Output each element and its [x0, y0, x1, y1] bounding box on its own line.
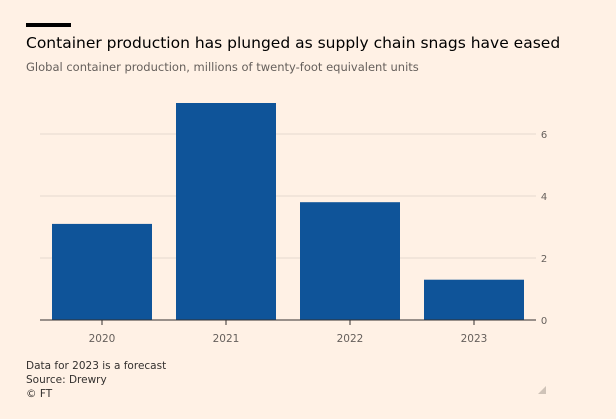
bar-2021: [176, 103, 276, 320]
chart-title: Container production has plunged as supp…: [26, 34, 561, 52]
y-tick-label: 0: [541, 316, 547, 327]
y-tick-label: 6: [541, 130, 547, 141]
chart-subtitle: Global container production, millions of…: [26, 60, 419, 74]
y-tick-label: 2: [541, 254, 547, 265]
top-rule: [26, 23, 71, 27]
bar-2023: [424, 279, 524, 320]
resize-handle-icon[interactable]: [538, 386, 546, 394]
ft-credit: © FT: [26, 388, 53, 400]
x-tick-label: 2020: [89, 333, 116, 345]
bar-2022: [300, 202, 400, 320]
x-tick-label: 2023: [461, 333, 488, 345]
y-tick-label: 4: [541, 192, 547, 203]
bar-2020: [52, 223, 152, 320]
footnote: Data for 2023 is a forecast: [26, 360, 167, 372]
x-tick-label: 2021: [213, 333, 240, 345]
x-tick-label: 2022: [337, 333, 364, 345]
source-line: Source: Drewry: [26, 374, 107, 386]
